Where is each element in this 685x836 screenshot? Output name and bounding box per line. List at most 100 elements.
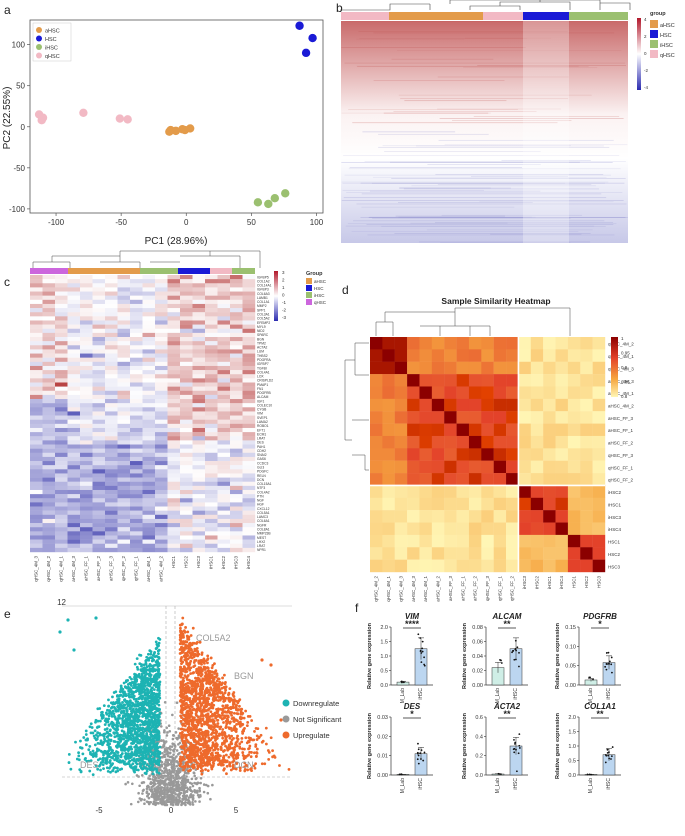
volcano-point-up [202,745,206,749]
heatmap-d-cell [493,534,507,548]
heatmap-c-cell [142,361,156,367]
heatmap-c-cell [167,543,181,549]
volcano-point-down [137,754,141,758]
heatmap-b-stripe [452,120,572,121]
heatmap-c-cell [105,365,118,371]
heatmap-c-gene-label: PDGFC [257,470,269,474]
heatmap-c-cell [155,320,168,325]
heatmap-c-cell [92,531,106,536]
volcano-point-down [127,694,131,698]
heatmap-c-cell [117,506,131,511]
heatmap-c-cell [192,535,206,540]
heatmap-c-cell [92,386,106,391]
heatmap-c-gene-label: NTF3 [257,486,265,490]
volcano-point-down [146,693,150,696]
heatmap-c-cell [167,361,181,367]
heatmap-d-cell [407,349,420,362]
heatmap-c-cell [117,399,131,404]
pca-point-qHSC [115,114,125,123]
heatmap-c-gene-label: COL1A1 [257,300,270,304]
heatmap-c-sample-label: iHSC2 [221,556,226,570]
heatmap-c-cell [205,539,218,544]
heatmap-c-cell [92,365,106,371]
heatmap-c-cell [67,502,81,507]
heatmap-b-stripe [473,116,620,117]
heatmap-d-cell [530,547,544,560]
heatmap-c-cell [30,494,43,499]
heatmap-c-cell [55,382,68,387]
heatmap-c-cell [92,349,106,354]
heatmap-d-cell [493,460,507,474]
heatmap-c-cell [92,514,106,520]
volcano-point-ns [159,787,163,791]
heatmap-c-cell [67,510,81,515]
heatmap-d-cell [444,361,457,375]
heatmap-c-cell [130,440,143,445]
volcano-point-down [106,769,110,773]
heatmap-c-cell [42,370,56,375]
heatmap-b-stripe [348,109,518,110]
heatmap-c-cell [92,357,106,363]
heatmap-c-cell [230,341,243,346]
volcano-point-down [154,647,158,650]
heatmap-c-cell [155,295,168,301]
pca-ytick-label: 50 [16,82,25,91]
heatmap-c-cell [105,489,118,495]
pca-point-qHSC [79,108,88,118]
volcano-point-down [111,695,114,699]
heatmap-b-stripe [341,200,624,201]
heatmap-c-cell [180,349,193,354]
volcano-point-down [77,754,81,758]
volcano-point-down [150,719,154,723]
heatmap-c-cell [205,502,218,507]
volcano-point-ns [139,798,143,802]
heatmap-c-cell [130,328,143,334]
heatmap-c-cell [42,394,56,400]
volcano-point-down [105,730,109,734]
heatmap-d-cell [370,386,383,400]
heatmap-c-cell [180,518,193,524]
heatmap-c-cell [192,283,206,288]
heatmap-c-gene-label: BGN [257,337,265,341]
heatmap-c-gene-label: IGFBP5 [257,275,269,279]
heatmap-b-stripe [348,168,621,170]
volcano-point-down [99,739,103,743]
heatmap-d-cell [394,510,408,523]
heatmap-c-legend-swatch [306,278,312,284]
volcano-point-down [103,728,107,731]
volcano-point-down [132,707,135,711]
heatmap-c-cell [167,527,181,532]
heatmap-c-cell [130,399,143,404]
heatmap-c-cell [92,543,106,549]
heatmap-c-cell [92,370,106,375]
heatmap-c-cell [105,337,118,342]
heatmap-c-cell [192,452,206,458]
heatmap-d-col-label: HSC2 [584,576,589,589]
heatmap-c-cell [142,432,156,437]
volcano-point-down [149,705,152,709]
heatmap-c-cell [142,353,156,358]
heatmap-c-cell [117,316,131,321]
heatmap-c-cell [180,295,193,301]
heatmap-c-legend-label: iHSC [314,293,325,298]
heatmap-c-cell [67,531,81,536]
heatmap-d-row-label: aHSC_4M_1 [608,391,634,396]
volcano-point-down [141,753,145,757]
heatmap-b-stripe [410,21,523,22]
volcano-point-down [123,762,127,766]
heatmap-c-cell [205,357,218,363]
volcano-point-down [130,755,133,759]
heatmap-d-cell [481,398,494,412]
heatmap-c-cell [80,494,93,499]
heatmap-c-cell [180,432,193,437]
heatmap-c-cell [42,279,56,284]
volcano-point-down [116,734,120,738]
volcano-point-down [155,654,158,658]
heatmap-c-cell [192,316,206,321]
volcano-point-ns [157,790,160,793]
heatmap-c-cell [30,403,43,408]
heatmap-b-scale-label: -2 [644,68,648,73]
heatmap-d-cell [444,485,457,498]
volcano-point-down [144,748,147,751]
heatmap-c-cell [142,440,156,445]
